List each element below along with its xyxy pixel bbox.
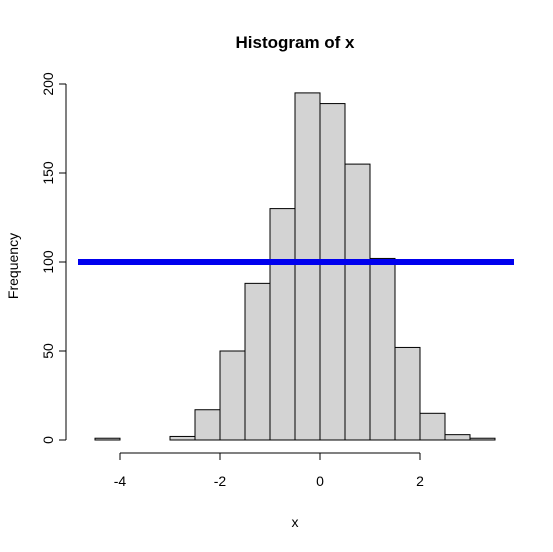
histogram-bar	[444, 434, 471, 441]
histogram-bar	[244, 282, 271, 441]
x-axis: -4 -2 0 2	[114, 452, 424, 489]
histogram-bars	[94, 92, 496, 441]
x-tick-label: -2	[214, 473, 227, 489]
y-tick-label: 50	[40, 343, 56, 359]
x-tick-label: -4	[114, 473, 127, 489]
y-tick-label: 100	[40, 250, 56, 274]
histogram-bar	[369, 257, 396, 441]
histogram-bar	[344, 163, 371, 441]
histogram-bar	[94, 437, 121, 441]
histogram-bar	[469, 437, 496, 441]
chart-title: Histogram of x	[235, 33, 355, 52]
x-axis-label: x	[292, 514, 299, 530]
histogram-bar	[394, 346, 421, 441]
y-tick-label: 0	[40, 436, 56, 444]
y-axis-label: Frequency	[5, 233, 21, 299]
x-tick-label: 2	[416, 473, 424, 489]
x-tick-label: 0	[316, 473, 324, 489]
histogram-bar	[169, 435, 196, 441]
histogram-bar	[219, 350, 246, 441]
y-axis: 0 50 100 150 200	[40, 72, 67, 444]
histogram-bar	[194, 409, 221, 441]
histogram-bar	[419, 412, 446, 441]
histogram-bar	[269, 208, 296, 441]
histogram-bar	[294, 92, 321, 441]
y-tick-label: 150	[40, 161, 56, 185]
histogram-bar	[319, 103, 346, 441]
y-tick-label: 200	[40, 72, 56, 96]
